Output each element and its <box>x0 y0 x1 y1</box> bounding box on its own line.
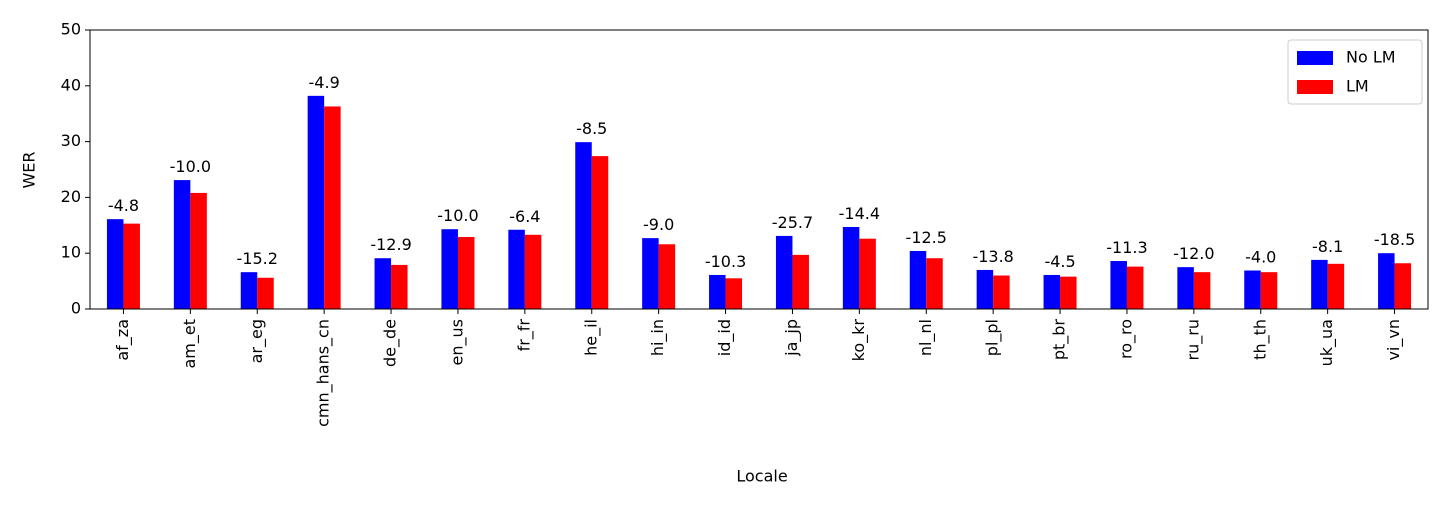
bar-annotation: -12.9 <box>370 235 411 254</box>
bar <box>993 275 1010 309</box>
bar <box>642 238 659 309</box>
bar-annotation: -25.7 <box>772 213 813 232</box>
x-tick-label: he_il <box>581 319 601 356</box>
legend-label: No LM <box>1346 48 1396 67</box>
bar-annotation: -11.3 <box>1106 238 1147 257</box>
legend-swatch <box>1297 80 1333 94</box>
bar <box>123 223 140 309</box>
bar <box>441 229 458 309</box>
bar-annotation: -13.8 <box>972 247 1013 266</box>
bar <box>775 235 793 309</box>
bar <box>591 156 609 309</box>
bar <box>1311 259 1328 309</box>
bar-annotation: -4.9 <box>309 73 340 92</box>
x-tick-label: vi_vn <box>1384 319 1404 361</box>
legend-label: LM <box>1346 77 1369 96</box>
bar <box>257 277 274 309</box>
y-tick-label: 40 <box>61 75 81 94</box>
bar <box>976 269 994 309</box>
x-tick-label: ko_kr <box>849 319 869 362</box>
plot-frame <box>89 29 1429 310</box>
x-tick-label: af_za <box>113 319 133 361</box>
bar-annotation: -12.5 <box>906 228 947 247</box>
bar <box>1327 263 1345 309</box>
bar <box>1060 276 1077 309</box>
x-tick-label: de_de <box>381 319 401 367</box>
bar <box>374 258 392 309</box>
bar-annotation: -8.1 <box>1312 237 1343 256</box>
x-tick-label: en_us <box>447 319 467 365</box>
x-tick-label: ja_jp <box>782 319 802 357</box>
bar-annotation: -14.4 <box>839 204 880 223</box>
bar <box>1260 272 1278 309</box>
bar-annotation: -12.0 <box>1173 244 1214 263</box>
bar <box>324 106 341 309</box>
bar <box>457 237 475 309</box>
x-tick-label: nl_nl <box>916 319 936 356</box>
y-tick-label: 10 <box>61 243 81 262</box>
bar <box>1177 267 1194 309</box>
bar <box>1043 274 1061 309</box>
bar <box>859 238 876 309</box>
bar-annotation: -10.3 <box>705 252 746 271</box>
y-tick-label: 0 <box>71 299 81 318</box>
bar <box>240 272 258 309</box>
bar <box>709 274 726 309</box>
bar-annotation: -18.5 <box>1374 230 1415 249</box>
bar-annotation: -4.8 <box>108 196 139 215</box>
x-tick-label: uk_ua <box>1317 319 1337 366</box>
bar <box>508 229 525 309</box>
bar-annotation: -4.0 <box>1245 247 1276 266</box>
y-axis-label: WER <box>20 151 39 188</box>
bar <box>1193 272 1211 309</box>
x-tick-label: ar_eg <box>247 319 267 363</box>
bar-annotation: -10.0 <box>170 157 211 176</box>
bar <box>575 142 592 309</box>
x-axis-label: Locale <box>736 467 787 486</box>
bar-annotation: -4.5 <box>1044 252 1075 271</box>
bar <box>1244 270 1261 309</box>
legend-swatch <box>1297 51 1333 65</box>
bar <box>842 226 860 309</box>
bar <box>307 95 325 310</box>
bar <box>173 180 191 309</box>
bar <box>1394 263 1412 309</box>
x-tick-label: pt_br <box>1050 319 1070 361</box>
x-tick-label: th_th <box>1250 319 1270 360</box>
x-tick-label: ro_ro <box>1116 319 1136 359</box>
bar <box>190 192 207 309</box>
y-tick-label: 20 <box>61 187 81 206</box>
bar-annotation: -8.5 <box>576 119 607 138</box>
bar <box>909 250 927 309</box>
x-tick-label: fr_fr <box>514 319 534 352</box>
x-tick-label: am_et <box>180 319 200 369</box>
bar-annotation: -9.0 <box>643 215 674 234</box>
x-tick-label: ru_ru <box>1183 319 1203 360</box>
x-tick-label: hi_in <box>648 319 668 356</box>
bar <box>524 234 542 309</box>
bar <box>106 219 124 309</box>
y-tick-label: 50 <box>61 20 81 39</box>
bar-annotation: -15.2 <box>237 249 278 268</box>
bar-annotation: -6.4 <box>509 207 540 226</box>
y-tick-label: 30 <box>61 131 81 150</box>
x-tick-label: id_id <box>715 319 735 356</box>
bar <box>1110 261 1127 309</box>
bar <box>792 254 809 309</box>
bar <box>391 264 408 309</box>
x-tick-label: pl_pl <box>983 319 1003 356</box>
bar <box>658 244 676 309</box>
bar <box>1378 253 1395 309</box>
bar-annotation: -10.0 <box>437 206 478 225</box>
bar <box>1126 266 1144 309</box>
bar <box>725 278 743 309</box>
x-tick-label: cmn_hans_cn <box>314 319 334 427</box>
bar <box>926 258 943 309</box>
